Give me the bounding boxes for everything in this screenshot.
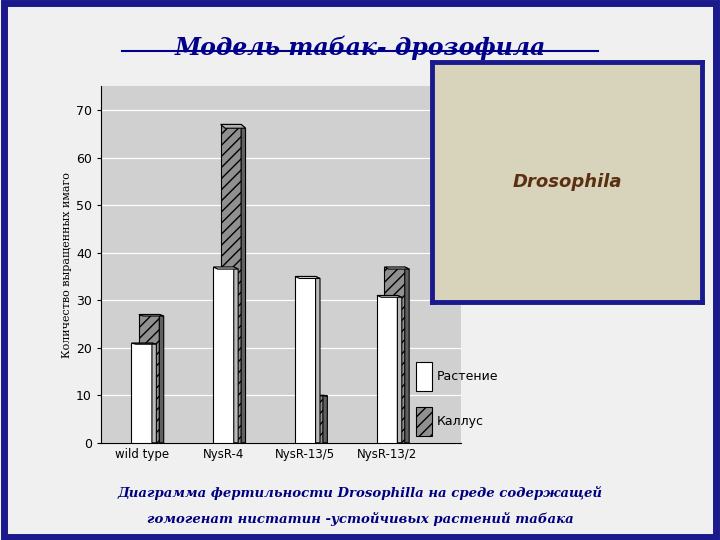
- Text: гомогенат нистатин -устойчивых растений табака: гомогенат нистатин -устойчивых растений …: [147, 512, 573, 526]
- Polygon shape: [295, 276, 320, 279]
- Bar: [377, 295, 397, 443]
- Bar: [384, 267, 405, 443]
- Text: Модель табак- дрозофила: Модель табак- дрозофила: [174, 35, 546, 59]
- Polygon shape: [377, 295, 402, 297]
- Polygon shape: [234, 267, 238, 443]
- Polygon shape: [323, 395, 328, 443]
- Polygon shape: [397, 295, 402, 443]
- Bar: [416, 362, 432, 390]
- Text: Растение: Растение: [436, 370, 498, 383]
- Bar: [416, 407, 432, 436]
- Polygon shape: [405, 267, 409, 443]
- Bar: [302, 395, 323, 443]
- Bar: [220, 124, 241, 443]
- Polygon shape: [241, 124, 246, 443]
- Polygon shape: [213, 267, 238, 269]
- Polygon shape: [220, 124, 246, 128]
- Bar: [132, 343, 152, 443]
- Bar: [213, 267, 234, 443]
- Text: Drosophila: Drosophila: [512, 173, 622, 191]
- Polygon shape: [132, 343, 156, 344]
- Y-axis label: Количество выращенных имаго: Количество выращенных имаго: [62, 172, 71, 357]
- Bar: [139, 314, 159, 443]
- Polygon shape: [139, 314, 163, 316]
- Polygon shape: [302, 395, 328, 396]
- Text: Каллус: Каллус: [436, 415, 483, 428]
- Polygon shape: [384, 267, 409, 269]
- Polygon shape: [152, 343, 156, 443]
- Bar: [295, 276, 315, 443]
- Polygon shape: [159, 314, 163, 443]
- Text: Диаграмма фертильности Drosophilla на среде содержащей: Диаграмма фертильности Drosophilla на ср…: [117, 485, 603, 500]
- Polygon shape: [315, 276, 320, 443]
